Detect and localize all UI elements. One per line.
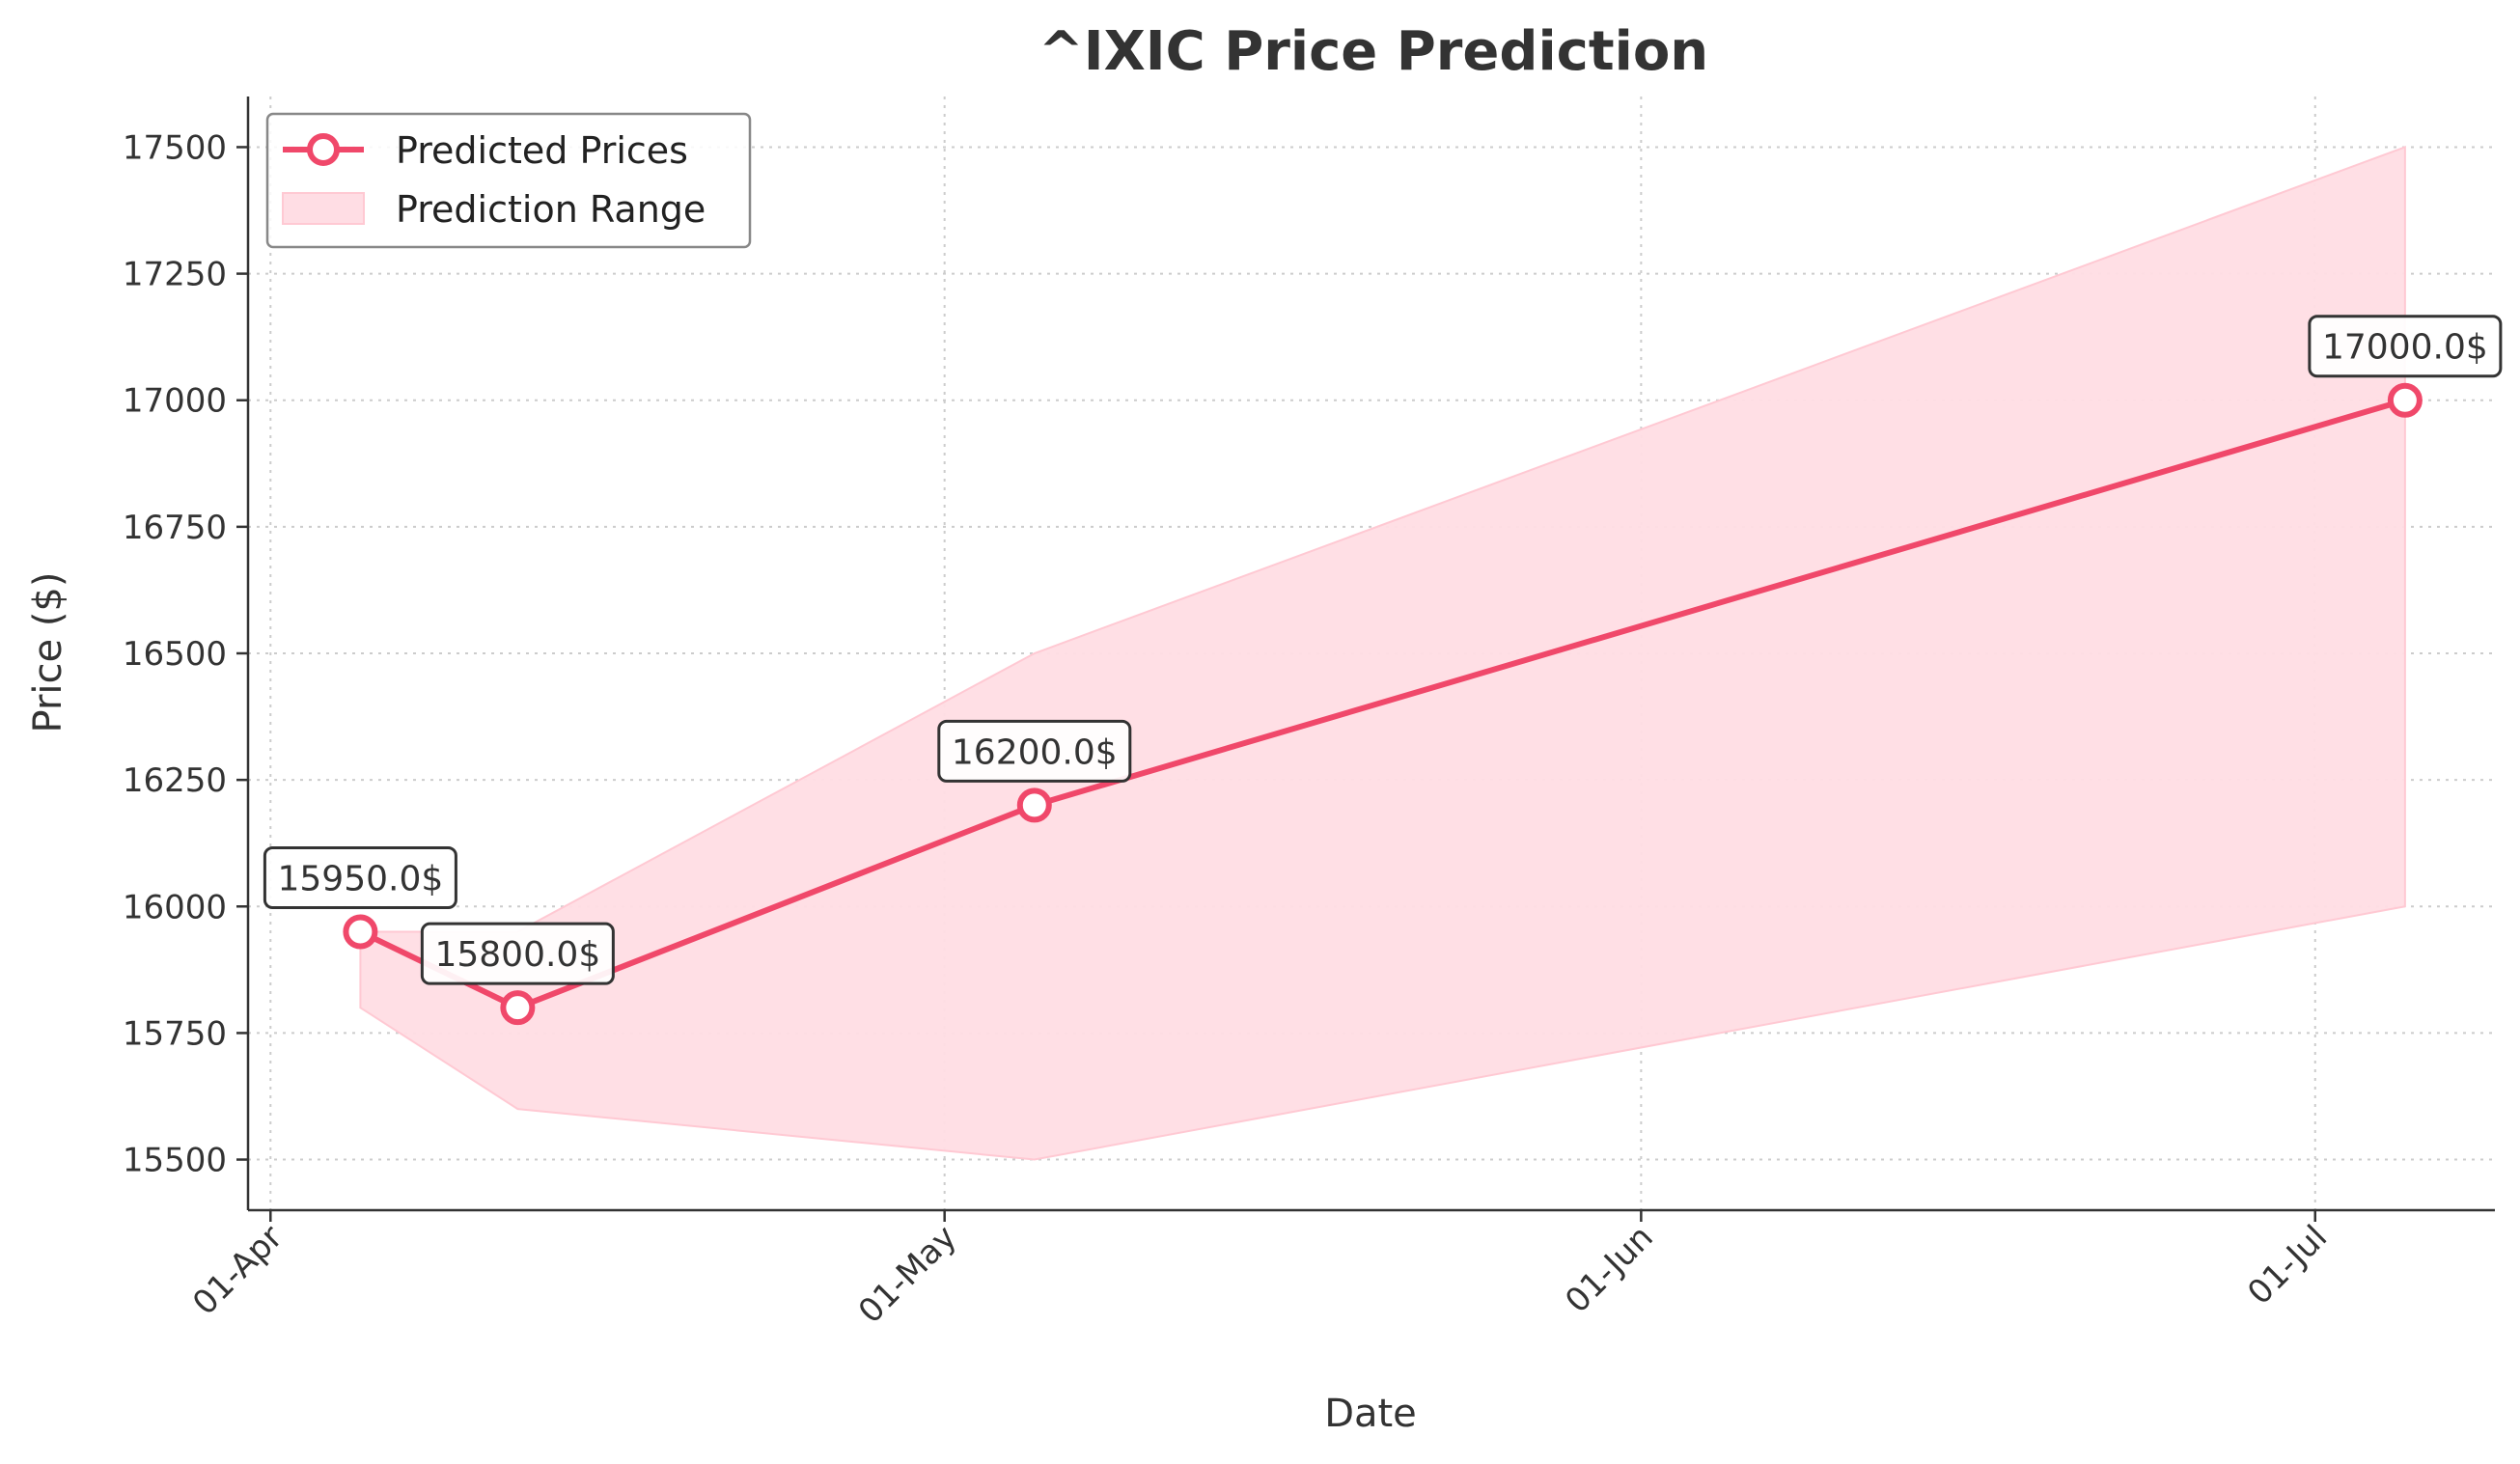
chart-title: ^IXIC Price Prediction [1038,20,1708,83]
predicted-price-point [2387,382,2423,418]
legend: Predicted Prices Prediction Range [265,112,752,249]
x-axis-label: Date [1324,1392,1417,1436]
y-tick-label: 17500 [123,128,227,167]
prediction-range [359,146,2406,1161]
annotation-label: 15800.0$ [434,935,600,975]
prediction-range-band [359,146,2406,1161]
predicted-price-point [343,914,378,950]
legend-label-range: Prediction Range [396,188,706,231]
y-tick-label: 16500 [123,635,227,674]
y-tick-label: 15500 [123,1142,227,1180]
annotation-box [937,719,1132,783]
y-tick-label: 17000 [123,382,227,421]
annotation-label: 17000.0$ [2322,328,2488,368]
annotation-box [2308,315,2503,378]
legend-box [265,112,752,249]
y-tick-label: 16000 [123,888,227,926]
predicted-price-point [1016,787,1052,823]
y-tick-label: 16250 [123,761,227,800]
annotation-box [263,846,457,909]
legend-range-swatch [282,192,365,225]
annotation-box [420,922,615,985]
annotation-label: 16200.0$ [952,732,1118,772]
y-tick-label: 15750 [123,1014,227,1053]
legend-label-predicted: Predicted Prices [396,129,688,172]
predicted-price-point [500,990,536,1026]
y-axis-label: Price ($) [26,572,70,733]
legend-marker-swatch [307,133,340,166]
annotations: 15950.0$ 15800.0$ 16200.0$ 17000.0$ [263,315,2503,985]
annotation-label: 15950.0$ [278,860,444,899]
y-tick-label: 17250 [123,256,227,294]
y-tick-label: 16750 [123,509,227,547]
